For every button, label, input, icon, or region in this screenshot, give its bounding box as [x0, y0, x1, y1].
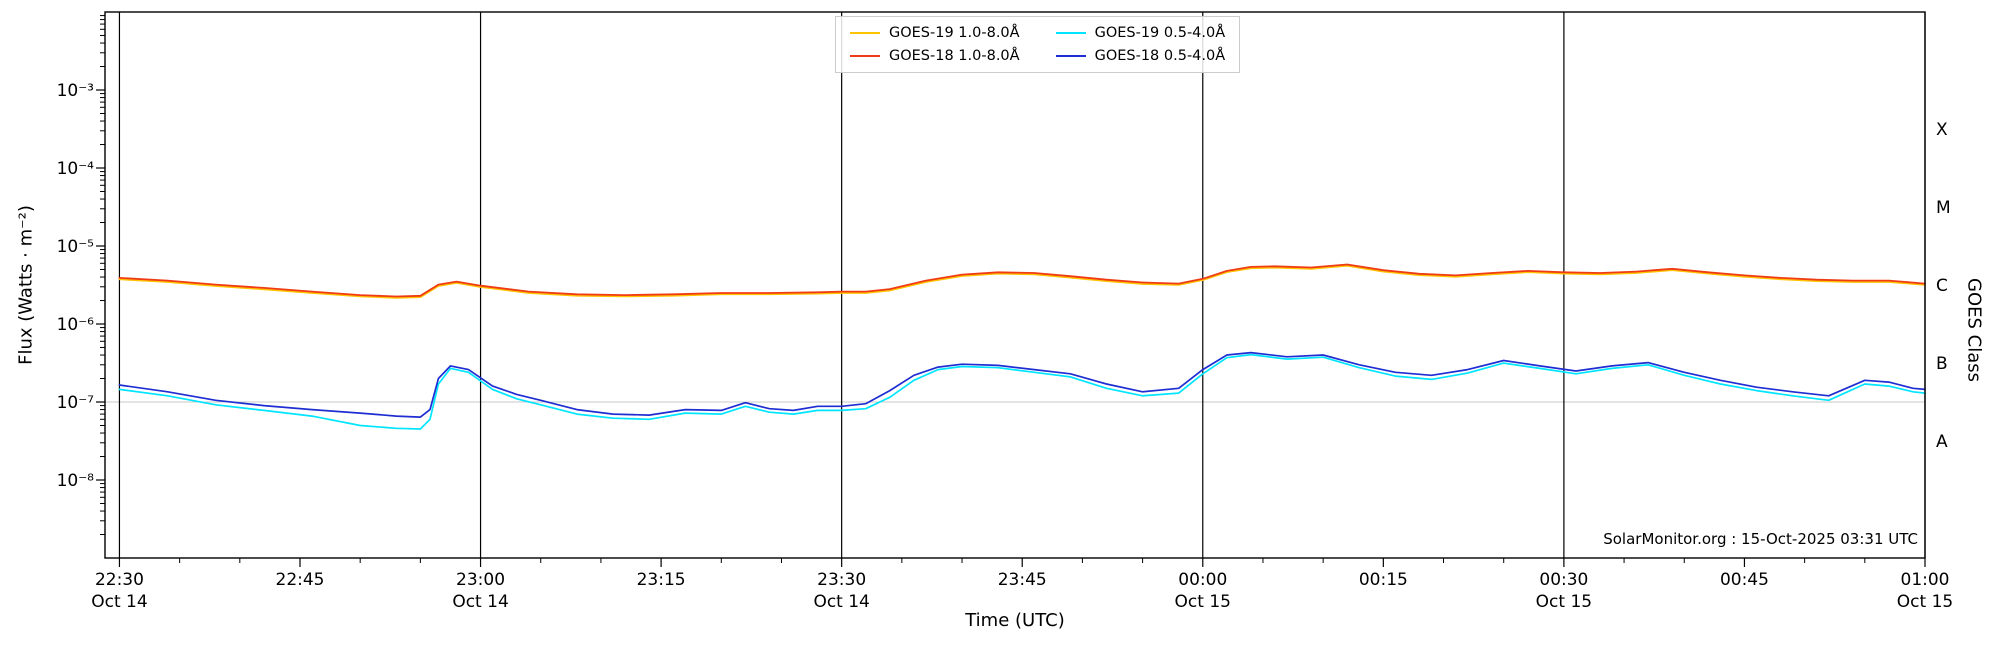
x-tick-date-label: Oct 14 [91, 592, 147, 612]
x-tick-label: 22:30 [95, 570, 144, 590]
x-tick-label: 23:00 [456, 570, 505, 590]
x-tick-label: 00:30 [1539, 570, 1588, 590]
flux-series-line [118, 351, 1926, 418]
goes-class-letter: X [1936, 120, 1948, 140]
y-tick-label: 10⁻⁵ [57, 237, 94, 257]
x-tick-label: 23:30 [817, 570, 866, 590]
y-tick-label: 10⁻⁷ [57, 393, 95, 413]
x-tick-date-label: Oct 15 [1897, 592, 1953, 612]
legend-line-swatch [1055, 55, 1086, 57]
x-tick-label: 23:45 [998, 570, 1047, 590]
goes-class-letter: B [1936, 354, 1948, 374]
legend-item: GOES-18 0.5-4.0Å [1055, 48, 1226, 64]
goes-class-letter: A [1936, 432, 1948, 452]
x-tick-date-label: Oct 14 [452, 592, 508, 612]
x-tick-label: 22:45 [276, 570, 325, 590]
x-tick-date-label: Oct 14 [813, 592, 869, 612]
legend-label: GOES-19 0.5-4.0Å [1094, 25, 1226, 41]
plot-frame [104, 11, 1926, 559]
y-axis-label: Flux (Watts · m⁻²) [15, 205, 37, 365]
y-tick-label: 10⁻⁸ [57, 471, 95, 491]
y-tick-label: 10⁻⁴ [57, 159, 95, 179]
x-tick-label: 23:15 [637, 570, 686, 590]
legend-line-swatch [850, 32, 880, 34]
goes-class-letter: C [1936, 276, 1948, 296]
legend-item: GOES-19 1.0-8.0Å [850, 25, 1020, 41]
legend-label: GOES-19 1.0-8.0Å [889, 25, 1020, 41]
right-axis-label: GOES Class [1963, 278, 1985, 382]
x-tick-label: 00:00 [1178, 570, 1227, 590]
flux-series-line [118, 353, 1926, 430]
x-tick-date-label: Oct 15 [1536, 592, 1592, 612]
watermark-credit: SolarMonitor.org : 15-Oct-2025 03:31 UTC [1603, 530, 1918, 548]
x-axis-label: Time (UTC) [965, 610, 1065, 631]
legend-line-swatch [1055, 32, 1086, 34]
x-tick-label: 00:15 [1359, 570, 1408, 590]
y-tick-label: 10⁻³ [57, 81, 94, 101]
flux-series-line [118, 263, 1926, 298]
x-tick-date-label: Oct 15 [1175, 592, 1231, 612]
chart-legend: GOES-19 1.0-8.0Å GOES-18 1.0-8.0Å GOES-19 … [835, 16, 1241, 73]
legend-item: GOES-18 1.0-8.0Å [850, 48, 1020, 64]
legend-line-swatch [850, 55, 880, 57]
x-tick-label: 01:00 [1901, 570, 1950, 590]
x-tick-label: 00:45 [1720, 570, 1769, 590]
flux-series-line [118, 264, 1926, 299]
legend-label: GOES-18 1.0-8.0Å [889, 48, 1020, 64]
legend-item: GOES-19 0.5-4.0Å [1055, 25, 1226, 41]
goes-class-letter: M [1936, 198, 1951, 218]
y-tick-label: 10⁻⁶ [57, 315, 95, 335]
legend-label: GOES-18 0.5-4.0Å [1094, 48, 1226, 64]
